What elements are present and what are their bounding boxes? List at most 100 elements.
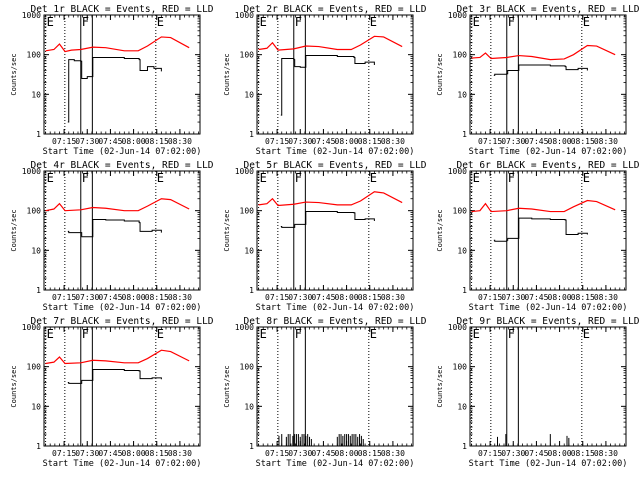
x-tick-label: 08:15 xyxy=(145,137,169,146)
x-tick-label: 08:00 xyxy=(548,449,572,458)
time-marker-label: E xyxy=(583,171,590,185)
detector-panel: Det 5r BLACK = Events, RED = LLD 1 10 100 10… xyxy=(223,160,427,313)
x-tick-label: 08:30 xyxy=(381,137,405,146)
detector-panel: Det 3r BLACK = Events, RED = LLD 1 10 100 10… xyxy=(436,4,640,157)
x-tick-label: 08:00 xyxy=(122,293,146,302)
x-tick-label: 07:15 xyxy=(52,449,76,458)
events-series-line xyxy=(67,218,162,238)
x-tick-label: 08:15 xyxy=(358,449,382,458)
x-tick-label: 07:15 xyxy=(478,293,502,302)
time-marker-label: E xyxy=(157,15,164,29)
panel-title: Det 3r BLACK = Events, RED = LLD xyxy=(456,4,639,15)
x-tick-label: 08:00 xyxy=(335,137,359,146)
detector-panel: Det 9r BLACK = Events, RED = LLD 1 10 100 10… xyxy=(436,316,640,469)
x-tick-label: 07:30 xyxy=(75,293,99,302)
y-axis-label: Counts/sec xyxy=(436,209,444,251)
time-marker-label: E xyxy=(47,171,54,185)
y-tick-label: 1 xyxy=(36,442,41,451)
plot-frame xyxy=(469,170,627,291)
x-tick-label: 08:30 xyxy=(168,137,192,146)
x-tick-label: 07:30 xyxy=(501,137,525,146)
x-tick-label: 07:15 xyxy=(478,449,502,458)
y-tick-label: 10 xyxy=(31,402,41,411)
lld-series-line xyxy=(471,44,616,61)
y-tick-label: 1 xyxy=(249,442,254,451)
x-tick-label: 08:00 xyxy=(122,449,146,458)
x-tick-label: 08:30 xyxy=(168,449,192,458)
detector-panel: Det 2r BLACK = Events, RED = LLD 1 10 100 10… xyxy=(223,4,427,157)
y-tick-label: 1000 xyxy=(448,323,467,332)
x-tick-label: 07:30 xyxy=(75,449,99,458)
time-marker-label: E xyxy=(260,171,267,185)
y-axis-label: Counts/sec xyxy=(223,209,231,251)
x-axis-label: Start Time (02-Jun-14 07:02:00) xyxy=(469,303,628,313)
time-marker-label: F xyxy=(82,171,89,185)
time-marker-label: E xyxy=(583,327,590,341)
events-series-line xyxy=(67,56,162,123)
x-tick-label: 07:30 xyxy=(288,293,312,302)
lld-series-line xyxy=(45,198,190,212)
x-tick-label: 07:45 xyxy=(98,449,122,458)
y-tick-label: 1 xyxy=(249,130,254,139)
x-tick-label: 07:15 xyxy=(52,293,76,302)
x-tick-label: 08:15 xyxy=(571,449,595,458)
detector-panel: Det 8r BLACK = Events, RED = LLD 1 10 100 10… xyxy=(223,316,427,469)
time-marker-label: F xyxy=(295,15,302,29)
y-tick-label: 100 xyxy=(27,51,42,60)
y-tick-label: 100 xyxy=(453,51,468,60)
x-tick-label: 07:45 xyxy=(98,137,122,146)
panel-title: Det 7r BLACK = Events, RED = LLD xyxy=(30,316,213,327)
y-tick-label: 1000 xyxy=(448,167,467,176)
x-tick-label: 08:30 xyxy=(381,293,405,302)
x-tick-label: 08:15 xyxy=(571,293,595,302)
x-tick-label: 07:30 xyxy=(501,449,525,458)
time-marker-label: E xyxy=(157,327,164,341)
time-marker-label: E xyxy=(583,15,590,29)
y-tick-label: 1 xyxy=(249,286,254,295)
y-tick-label: 100 xyxy=(27,363,42,372)
y-tick-label: 10 xyxy=(457,402,467,411)
y-tick-label: 100 xyxy=(240,51,255,60)
y-tick-label: 1000 xyxy=(235,11,254,20)
events-series-line xyxy=(67,368,162,384)
x-tick-label: 08:30 xyxy=(381,449,405,458)
x-tick-label: 07:45 xyxy=(311,293,335,302)
y-tick-label: 100 xyxy=(453,207,468,216)
lld-series-line xyxy=(471,199,616,213)
plot-frame xyxy=(256,14,414,135)
y-tick-label: 1000 xyxy=(22,323,41,332)
x-tick-label: 08:00 xyxy=(548,137,572,146)
lld-series-line xyxy=(45,349,190,365)
panel-title: Det 8r BLACK = Events, RED = LLD xyxy=(243,316,426,327)
time-marker-label: F xyxy=(508,171,515,185)
x-tick-label: 07:45 xyxy=(311,449,335,458)
x-tick-label: 08:30 xyxy=(594,449,618,458)
time-marker-label: E xyxy=(370,15,377,29)
plot-frame xyxy=(43,14,201,135)
x-tick-label: 07:30 xyxy=(288,137,312,146)
x-axis-label: Start Time (02-Jun-14 07:02:00) xyxy=(43,303,202,313)
x-tick-label: 07:30 xyxy=(501,293,525,302)
panel-title: Det 2r BLACK = Events, RED = LLD xyxy=(243,4,426,15)
events-series-line xyxy=(280,55,375,116)
x-tick-label: 07:15 xyxy=(265,449,289,458)
x-tick-label: 07:45 xyxy=(524,293,548,302)
x-tick-label: 08:00 xyxy=(335,293,359,302)
plot-frame xyxy=(469,14,627,135)
x-axis-label: Start Time (02-Jun-14 07:02:00) xyxy=(43,459,202,469)
x-tick-label: 08:15 xyxy=(358,293,382,302)
x-axis-label: Start Time (02-Jun-14 07:02:00) xyxy=(43,147,202,157)
x-axis-label: Start Time (02-Jun-14 07:02:00) xyxy=(469,147,628,157)
detector-panel: Det 7r BLACK = Events, RED = LLD 1 10 100 10… xyxy=(10,316,214,469)
x-tick-label: 08:30 xyxy=(168,293,192,302)
time-marker-label: F xyxy=(295,327,302,341)
y-axis-label: Counts/sec xyxy=(10,53,18,95)
detector-panel: Det 1r BLACK = Events, RED = LLD 1 10 100 10… xyxy=(10,4,214,157)
y-tick-label: 100 xyxy=(27,207,42,216)
x-axis-label: Start Time (02-Jun-14 07:02:00) xyxy=(256,459,415,469)
panel-title: Det 4r BLACK = Events, RED = LLD xyxy=(30,160,213,171)
y-tick-label: 1 xyxy=(462,130,467,139)
y-tick-label: 1 xyxy=(462,442,467,451)
